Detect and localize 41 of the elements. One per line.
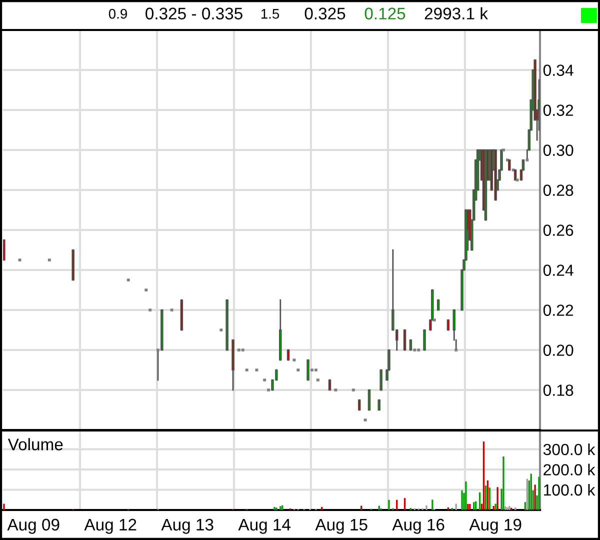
y-tick-label: 0.28 [543, 184, 574, 196]
x-tick-label: Aug 14 [238, 518, 291, 534]
candlestick [446, 319, 450, 331]
text: 1.5 [261, 9, 280, 19]
candlestick [286, 349, 290, 361]
candlestick [409, 339, 412, 351]
text: 0.9 [108, 8, 127, 19]
y-tick-label: 0.22 [543, 304, 574, 316]
y-tick-label: 0.20 [543, 344, 574, 356]
y-tick-label: 0.34 [543, 64, 574, 76]
candlestick [358, 399, 361, 411]
candlestick [378, 399, 380, 411]
candlestick [368, 389, 371, 411]
candlestick [508, 159, 511, 171]
x-tick-label: Aug 12 [84, 518, 136, 534]
y-tick-label: 0.24 [543, 264, 574, 276]
candlestick [3, 239, 6, 261]
x-tick-label: Aug 13 [161, 518, 214, 534]
y-tick-label: 0.32 [543, 104, 574, 116]
candlestick [380, 369, 382, 391]
candlestick [436, 299, 440, 311]
chart-title: Volume [8, 438, 63, 450]
y-tick-label: 300.0 k [543, 443, 596, 456]
x-tick-label: Aug 15 [315, 518, 368, 534]
candlestick [306, 359, 310, 381]
y-tick-label: 0.26 [543, 224, 574, 236]
x-tick-label: Aug 19 [469, 518, 522, 534]
text: 2993.1 k [424, 7, 488, 20]
x-tick-label: Aug 16 [392, 518, 444, 534]
y-tick-label: 0.30 [543, 144, 574, 156]
x-tick-label: Aug 09 [7, 518, 60, 534]
y-tick-label: 100.0 k [544, 484, 596, 496]
candlestick [514, 169, 517, 181]
y-tick-label: 0.18 [543, 384, 574, 396]
candlestick [423, 329, 426, 351]
text: 0.125 [364, 8, 406, 20]
text: 0.325 [304, 8, 346, 20]
candlestick [403, 329, 406, 351]
text: 0.325 - 0.335 [146, 8, 242, 20]
candlestick [328, 379, 332, 391]
y-tick-label: 200.0 k [544, 464, 596, 476]
